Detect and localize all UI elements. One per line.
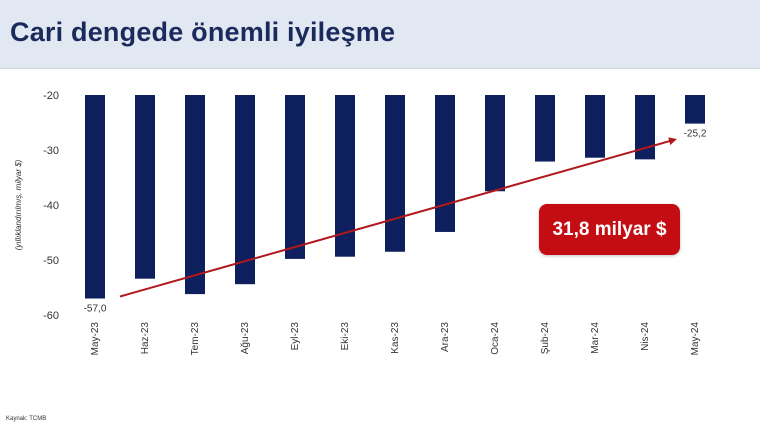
y-tick-label: -20	[43, 90, 59, 102]
bar	[435, 95, 455, 232]
x-tick-label: Eyl-23	[290, 322, 301, 351]
bar	[85, 95, 105, 299]
y-tick-label: -40	[43, 200, 59, 212]
bar	[535, 95, 555, 162]
bar	[335, 95, 355, 257]
bar	[385, 95, 405, 252]
bar	[185, 95, 205, 295]
header-bar: Cari dengede önemli iyileşme	[0, 0, 760, 69]
y-tick-label: -30	[43, 145, 59, 157]
bar	[235, 95, 255, 285]
x-tick-label: Ara-23	[440, 322, 451, 352]
y-tick-label: -50	[43, 255, 59, 267]
bar	[685, 95, 705, 124]
x-tick-label: Nis-24	[640, 322, 651, 351]
bar	[285, 95, 305, 259]
x-tick-label: Kas-23	[390, 322, 401, 354]
trend-arrow	[119, 137, 677, 298]
x-tick-label: Eki-23	[340, 322, 351, 351]
x-tick-label: Haz-23	[140, 322, 151, 355]
x-tick-label: Ağu-23	[240, 322, 251, 355]
source-note: Kaynak: TCMB	[6, 416, 47, 422]
improvement-callout: 31,8 milyar $	[539, 204, 680, 255]
data-label: -57,0	[84, 304, 107, 315]
x-tick-label: May-23	[90, 322, 101, 356]
x-tick-label: May-24	[690, 322, 701, 356]
x-tick-label: Oca-24	[490, 322, 501, 355]
bar	[635, 95, 655, 160]
y-tick-label: -60	[43, 310, 59, 322]
x-tick-label: Mar-24	[590, 322, 601, 354]
data-label: -25,2	[684, 129, 707, 140]
bar	[135, 95, 155, 279]
x-tick-label: Şub-24	[540, 322, 551, 355]
bar	[585, 95, 605, 158]
x-tick-label: Tem-23	[190, 322, 201, 356]
y-axis-label: (yıllıklandırılmış, milyar $)	[14, 159, 23, 250]
bar	[485, 95, 505, 192]
page-title: Cari dengede önemli iyileşme	[10, 17, 396, 47]
